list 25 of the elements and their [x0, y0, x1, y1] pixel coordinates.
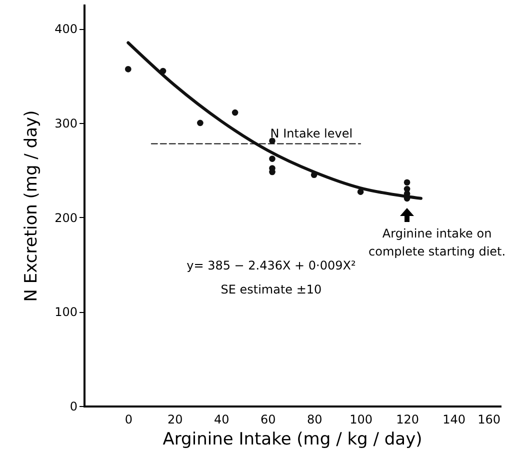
x-axis-title: Arginine Intake (mg / kg / day)	[162, 430, 422, 450]
y-tick-label: 0	[70, 400, 78, 414]
x-tick-label: 120	[396, 412, 419, 426]
point	[124, 66, 132, 72]
point	[197, 120, 204, 126]
annotation: SE estimate ±10	[220, 282, 322, 297]
point	[232, 109, 238, 116]
point	[404, 179, 410, 186]
annotation: y= 385 − 2.436X + 0·009X²	[186, 258, 356, 273]
x-tick-label: 40	[214, 412, 230, 426]
x-tick-label: 20	[167, 412, 183, 426]
y-tick-label: 300	[54, 116, 78, 130]
y-axis-title: N Excretion (mg / day)	[22, 110, 42, 302]
x-tick-label: 140	[442, 412, 466, 426]
y-tick-label: 100	[54, 305, 78, 320]
x-tick-label: 0	[124, 412, 132, 426]
x-tick-label: 60	[260, 412, 276, 426]
y-tick-label: 400	[54, 22, 78, 36]
point	[269, 156, 276, 162]
x-tick-label: 100	[350, 412, 373, 426]
x-tick-label: 160	[478, 412, 500, 426]
x-tick-label: 80	[306, 412, 322, 426]
y-tick-label: 200	[54, 210, 78, 225]
series-label: N Intake level	[270, 126, 353, 141]
annotation: Arginine intake on complete starting diet.	[368, 226, 506, 258]
